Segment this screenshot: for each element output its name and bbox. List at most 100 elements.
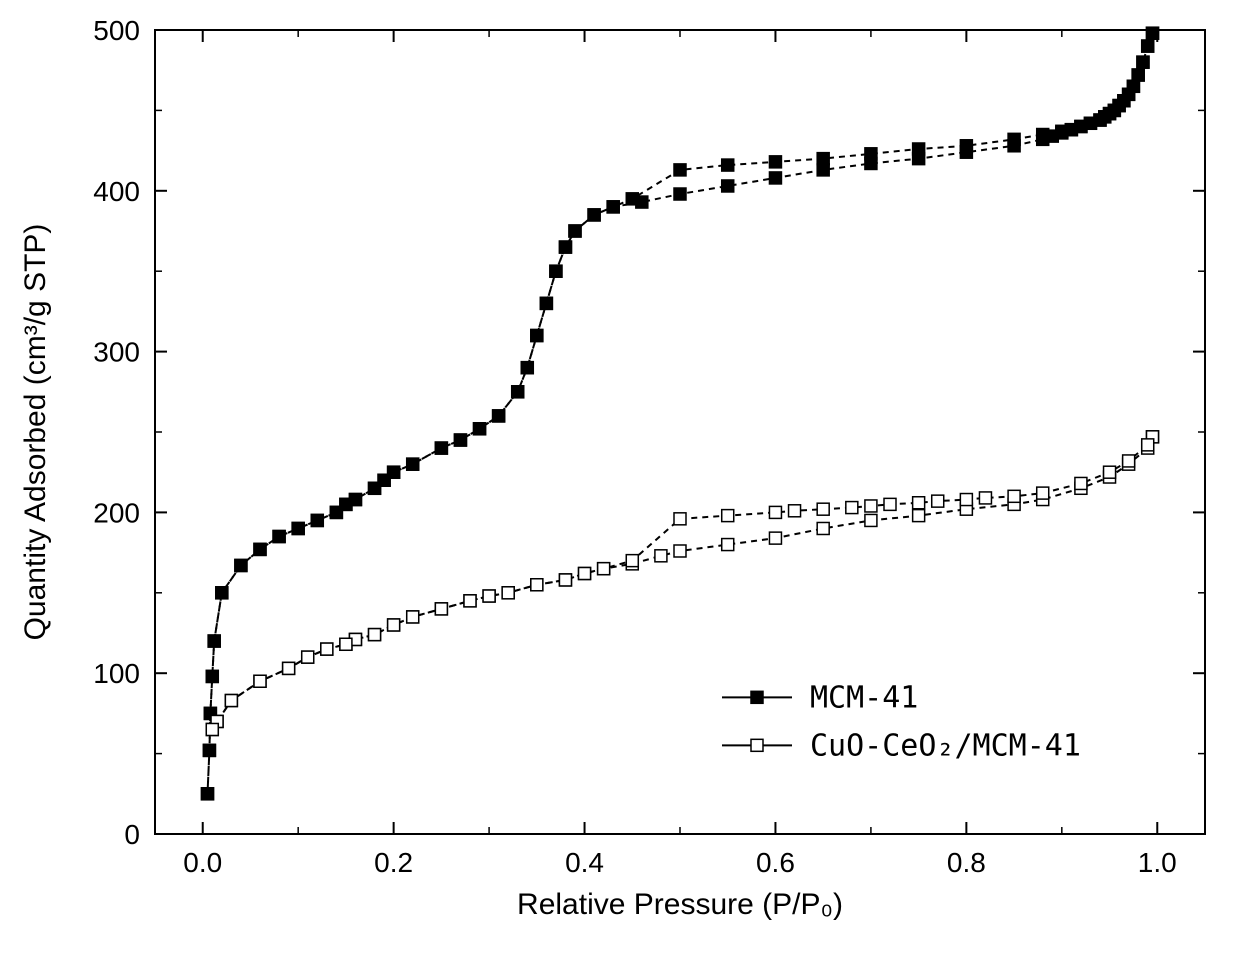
data-marker <box>884 498 896 510</box>
x-tick-label: 0.4 <box>565 847 604 878</box>
data-marker <box>607 201 619 213</box>
data-marker <box>1008 490 1020 502</box>
data-marker <box>1075 477 1087 489</box>
data-marker <box>206 670 218 682</box>
data-marker <box>292 522 304 534</box>
data-marker <box>531 330 543 342</box>
chart-container: 0.0 0.2 0.4 0.6 0.8 1.0 0 100 200 300 400 500 Relati… <box>0 0 1240 954</box>
data-marker <box>1137 56 1149 68</box>
data-marker <box>550 265 562 277</box>
data-marker <box>960 494 972 506</box>
data-marker <box>674 545 686 557</box>
data-marker <box>769 532 781 544</box>
data-marker <box>464 595 476 607</box>
y-tick-label: 500 <box>93 15 140 46</box>
data-marker <box>273 531 285 543</box>
data-marker <box>1104 466 1116 478</box>
data-marker <box>493 410 505 422</box>
series-line <box>212 437 1152 730</box>
data-marker <box>559 574 571 586</box>
data-marker <box>769 506 781 518</box>
data-marker <box>435 442 447 454</box>
data-marker <box>1056 125 1068 137</box>
data-marker <box>1123 455 1135 467</box>
series-line <box>212 437 1152 730</box>
data-marker <box>769 172 781 184</box>
data-marker <box>216 587 228 599</box>
data-marker <box>979 492 991 504</box>
data-marker <box>913 497 925 509</box>
data-marker <box>569 225 581 237</box>
data-marker <box>474 423 486 435</box>
data-marker <box>540 297 552 309</box>
data-marker <box>225 695 237 707</box>
data-marker <box>674 188 686 200</box>
data-marker <box>865 148 877 160</box>
data-marker <box>722 539 734 551</box>
data-marker <box>579 568 591 580</box>
data-marker <box>340 638 352 650</box>
y-tick-label: 100 <box>93 658 140 689</box>
data-marker <box>1037 487 1049 499</box>
data-marker <box>932 495 944 507</box>
data-marker <box>674 164 686 176</box>
x-axis-label: Relative Pressure (P/P₀) <box>517 888 843 921</box>
data-marker <box>531 579 543 591</box>
data-marker <box>913 510 925 522</box>
data-marker <box>722 159 734 171</box>
y-tick-label: 400 <box>93 176 140 207</box>
legend-label: CuO-CeO₂/MCM-41 <box>810 728 1081 763</box>
chart-svg: 0.0 0.2 0.4 0.6 0.8 1.0 0 100 200 300 400 500 Relati… <box>0 0 1240 954</box>
data-marker <box>254 675 266 687</box>
data-marker <box>502 587 514 599</box>
data-marker <box>817 164 829 176</box>
data-marker <box>321 643 333 655</box>
y-axis-label: Quantity Adsorbed (cm³/g STP) <box>19 224 52 641</box>
data-marker <box>407 611 419 623</box>
legend-label: MCM-41 <box>810 680 918 715</box>
data-marker <box>817 522 829 534</box>
data-marker <box>521 362 533 374</box>
data-marker <box>483 590 495 602</box>
data-marker <box>1008 133 1020 145</box>
legend-marker <box>751 739 763 751</box>
data-marker <box>817 153 829 165</box>
data-marker <box>655 550 667 562</box>
data-marker <box>206 723 218 735</box>
x-tick-label: 0.2 <box>374 847 413 878</box>
data-marker <box>722 510 734 522</box>
y-tick-label: 200 <box>93 497 140 528</box>
data-marker <box>865 500 877 512</box>
data-marker <box>559 241 571 253</box>
data-marker <box>302 651 314 663</box>
data-marker <box>913 143 925 155</box>
x-tick-label: 0.6 <box>756 847 795 878</box>
data-marker <box>626 193 638 205</box>
x-tick-label: 0.8 <box>947 847 986 878</box>
data-marker <box>369 482 381 494</box>
data-marker <box>722 180 734 192</box>
data-marker <box>960 140 972 152</box>
data-marker <box>789 505 801 517</box>
data-marker <box>311 514 323 526</box>
data-marker <box>626 555 638 567</box>
data-marker <box>202 788 214 800</box>
data-marker <box>588 209 600 221</box>
data-marker <box>817 503 829 515</box>
data-marker <box>208 635 220 647</box>
data-marker <box>865 514 877 526</box>
data-marker <box>674 513 686 525</box>
data-marker <box>330 506 342 518</box>
x-tick-label: 0.0 <box>183 847 222 878</box>
data-marker <box>388 619 400 631</box>
data-marker <box>512 386 524 398</box>
data-marker <box>1142 439 1154 451</box>
y-tick-label: 0 <box>124 819 140 850</box>
data-marker <box>235 559 247 571</box>
data-marker <box>283 662 295 674</box>
y-tick-label: 300 <box>93 337 140 368</box>
data-marker <box>407 458 419 470</box>
x-tick-label: 1.0 <box>1138 847 1177 878</box>
legend-marker <box>751 691 763 703</box>
data-marker <box>1142 40 1154 52</box>
